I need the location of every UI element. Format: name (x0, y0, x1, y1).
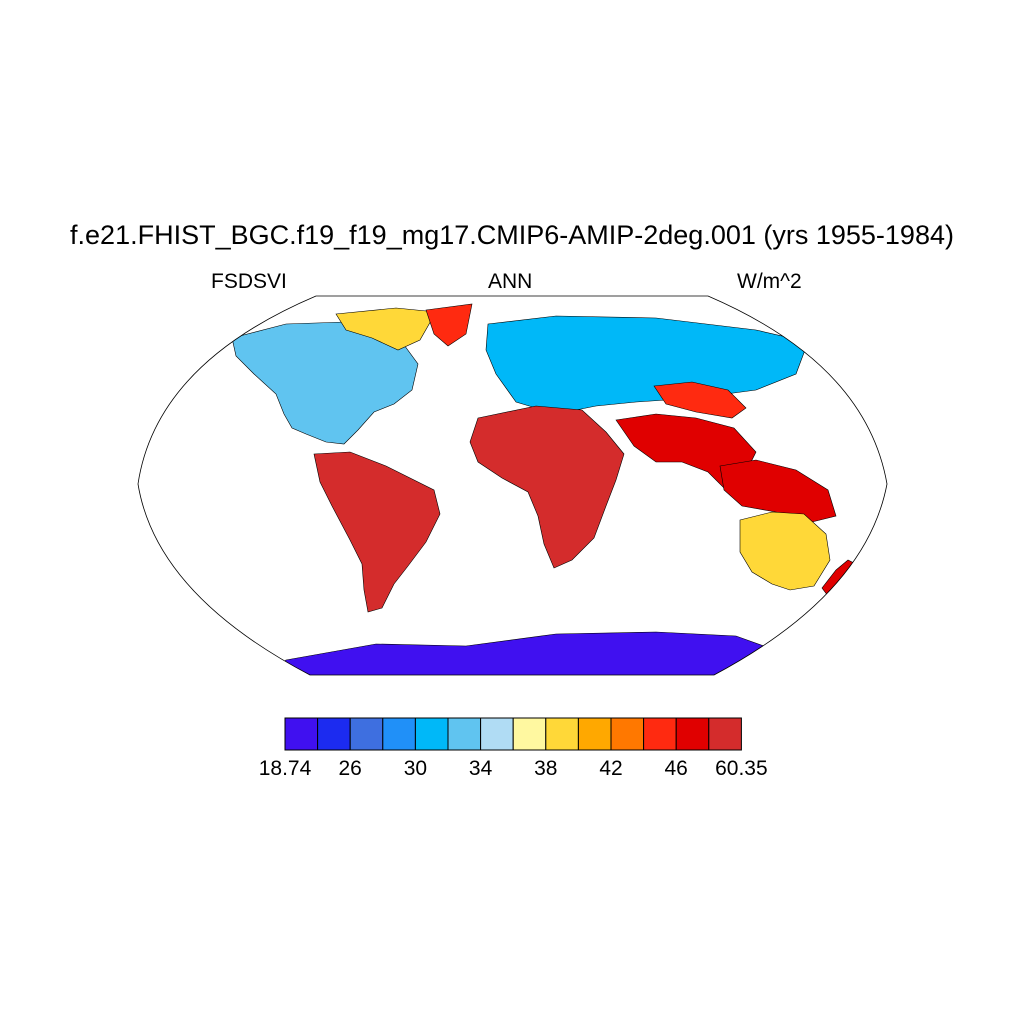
colorbar-swatch (512, 717, 547, 751)
region-greenland (425, 303, 473, 347)
colorbar-swatch (480, 717, 514, 751)
colorbar-tick-label: 60.35 (715, 757, 768, 780)
region-australia (739, 511, 831, 591)
colorbar-swatch (447, 717, 482, 751)
region-maritime-continent (719, 459, 837, 523)
colorbar-swatch (675, 717, 710, 751)
colorbar-swatch (414, 717, 449, 751)
colorbar-tick-label: 30 (403, 757, 428, 780)
colorbar-tick-label: 38 (534, 757, 558, 780)
region-canadian-arctic (335, 307, 437, 351)
region-antarctica (265, 631, 777, 675)
colorbar-swatch (284, 717, 319, 751)
colorbar (284, 717, 742, 751)
region-eurasia-north (485, 315, 809, 415)
plot-title: f.e21.FHIST_BGC.f19_f19_mg17.CMIP6-AMIP-… (70, 220, 954, 250)
colorbar-tick-label: 26 (338, 757, 362, 780)
colorbar-swatch (708, 717, 742, 751)
colorbar-tick-label: 46 (664, 757, 688, 780)
region-tibet (653, 381, 747, 419)
world-map (137, 295, 888, 676)
variable-label: FSDSVI (211, 270, 287, 293)
colorbar-swatch (610, 717, 645, 751)
region-south-america (313, 451, 441, 613)
colorbar-tick-label: 18.74 (258, 757, 312, 780)
colorbar-swatch (643, 717, 677, 751)
units-label: W/m^2 (737, 270, 802, 293)
colorbar-tick-label: 34 (468, 757, 493, 780)
region-africa (469, 405, 625, 569)
colorbar-swatch (382, 717, 416, 751)
colorbar-swatch (349, 717, 384, 751)
colorbar-swatch (317, 717, 351, 751)
season-label: ANN (488, 270, 533, 293)
colorbar-swatch (577, 717, 612, 751)
colorbar-swatch (545, 717, 579, 751)
colorbar-tick-label: 42 (599, 757, 623, 780)
